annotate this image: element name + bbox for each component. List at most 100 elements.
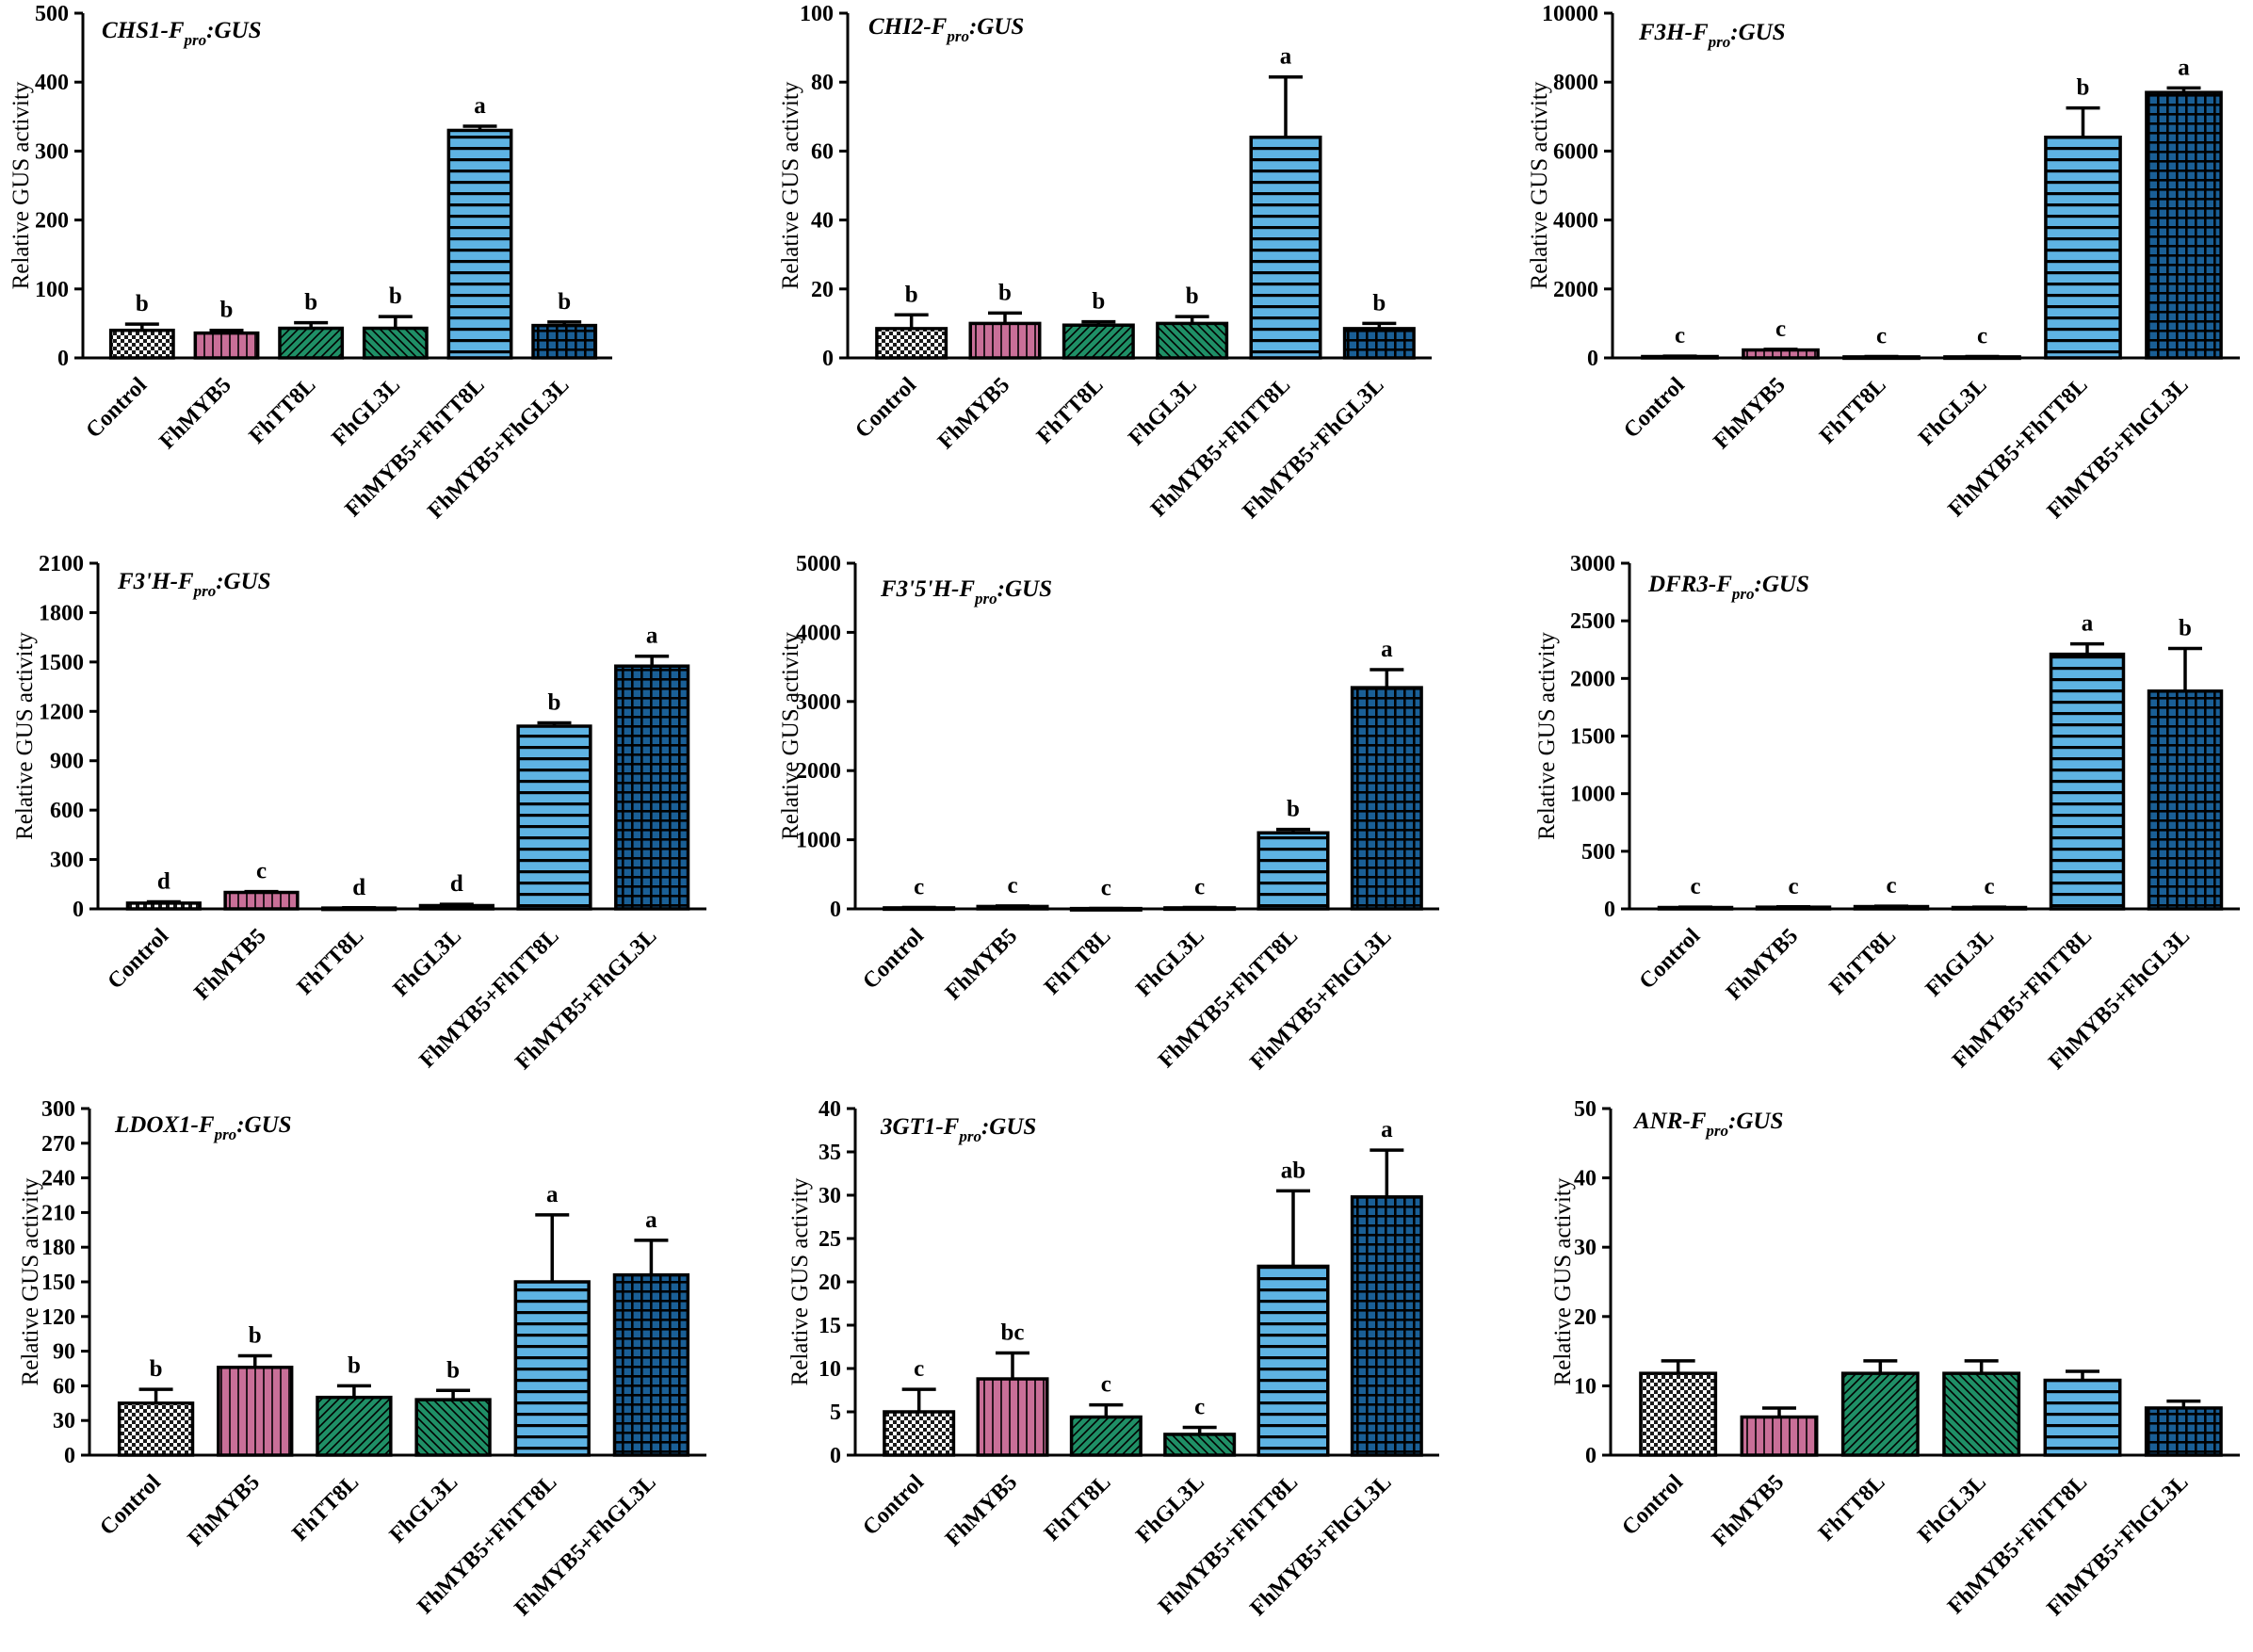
bar-fhtt8l [280, 329, 342, 358]
bar-control [120, 1403, 193, 1455]
y-tick-label: 40 [1574, 1167, 1597, 1191]
significance-letter: b [1186, 283, 1199, 309]
error-bar [535, 1215, 569, 1282]
bar-fhtt8l [1072, 1417, 1142, 1455]
error-bar [147, 901, 181, 902]
bar-fhmyb5 [978, 1379, 1047, 1455]
y-tick-label: 30 [53, 1409, 75, 1433]
chart-title: F3H-Fpro:GUS [1638, 20, 1786, 51]
significance-letter: c [1101, 875, 1111, 900]
y-tick-label: 300 [41, 1097, 75, 1122]
y-tick-label: 5 [830, 1401, 841, 1425]
bar-fhmyb5-fhgl3l [615, 1275, 689, 1455]
chart-title: 3GT1-Fpro:GUS [880, 1114, 1036, 1145]
error-bar [1370, 1150, 1403, 1197]
bar-fhmyb5-fhgl3l [1353, 1197, 1422, 1455]
x-tick-label: FhMYB5+FhTT8L [341, 373, 490, 522]
x-tick-label: FhMYB5 [154, 373, 235, 454]
y-tick-label: 300 [50, 849, 84, 873]
bar-fhmyb5 [225, 893, 298, 909]
y-tick-label: 1800 [39, 601, 84, 625]
y-tick-label: 600 [50, 799, 84, 823]
bar-fhmyb5 [219, 1368, 292, 1455]
y-tick-label: 30 [1574, 1236, 1597, 1260]
axis-lines [848, 13, 1432, 358]
x-tick-label: FhTT8L [1040, 1470, 1116, 1547]
significance-letter: ab [1281, 1158, 1305, 1183]
y-axis-label: Relative GUS activity [778, 81, 803, 289]
axis-lines [83, 13, 612, 358]
y-tick-label: 0 [57, 347, 69, 371]
significance-letter: a [1381, 1117, 1393, 1142]
error-bar [440, 904, 474, 905]
y-tick-label: 10 [819, 1357, 841, 1382]
bar-control [1641, 1373, 1715, 1455]
chart-title: F3'5'H-Fpro:GUS [880, 576, 1052, 607]
y-tick-label: 100 [800, 2, 834, 26]
y-tick-label: 500 [35, 2, 69, 26]
bar-fhtt8l [317, 1398, 391, 1455]
significance-letter: c [1675, 323, 1685, 348]
bar-fhmyb5-fhtt8l [2051, 655, 2124, 909]
significance-letter: b [150, 1356, 163, 1382]
x-tick-label: Control [81, 373, 152, 444]
y-tick-label: 80 [811, 71, 834, 95]
error-bar [1269, 77, 1303, 138]
x-tick-label: FhGL3L [1921, 924, 2000, 1002]
y-tick-label: 180 [41, 1236, 75, 1260]
significance-letter: b [2077, 75, 2090, 101]
x-tick-label: FhMYB5 [941, 1470, 1022, 1551]
bar-fhmyb5-fhgl3l [2147, 92, 2221, 358]
x-tick-label: FhGL3L [328, 373, 406, 451]
significance-letter: a [1381, 637, 1393, 662]
error-bar [238, 1356, 272, 1368]
bar-fhtt8l [1064, 325, 1134, 358]
y-tick-label: 210 [41, 1201, 75, 1225]
significance-letter: b [1372, 290, 1386, 316]
x-tick-label: Control [1619, 373, 1690, 444]
bar-fhgl3l [1158, 323, 1227, 358]
significance-letter: c [1788, 874, 1798, 899]
y-tick-label: 2500 [1570, 609, 1615, 634]
error-bar [245, 892, 279, 893]
significance-letter: c [914, 875, 924, 900]
error-bar [996, 1352, 1029, 1379]
y-tick-label: 20 [1574, 1305, 1597, 1330]
bar-control [127, 903, 200, 909]
x-tick-label: FhGL3L [1131, 924, 1209, 1002]
significance-letter: c [1886, 873, 1896, 899]
y-axis-label: Relative GUS activity [18, 1177, 43, 1385]
y-tick-label: 0 [73, 898, 84, 922]
y-axis-label: Relative GUS activity [1534, 632, 1560, 840]
y-tick-label: 120 [41, 1305, 75, 1330]
significance-letter: d [157, 868, 170, 894]
x-tick-label: FhGL3L [1131, 1470, 1209, 1548]
x-tick-label: Control [1617, 1470, 1688, 1541]
x-tick-label: FhGL3L [1913, 1470, 1991, 1548]
y-tick-label: 500 [1581, 840, 1615, 865]
x-tick-label: Control [858, 1470, 929, 1541]
error-bar [902, 1389, 936, 1412]
bar-fhgl3l [365, 329, 427, 358]
significance-letter: b [905, 282, 918, 307]
x-tick-label: FhTT8L [293, 924, 369, 1000]
y-tick-label: 2100 [39, 552, 84, 576]
error-bar [1965, 1361, 1999, 1373]
bar-fhgl3l [1165, 1434, 1235, 1455]
y-axis-label: Relative GUS activity [778, 632, 803, 840]
y-tick-label: 60 [53, 1374, 75, 1399]
x-tick-label: FhMYB5 [184, 1470, 265, 1551]
error-bar [1370, 670, 1403, 688]
y-tick-label: 10 [1574, 1374, 1597, 1399]
y-tick-label: 1000 [1570, 783, 1615, 807]
significance-letter: d [352, 875, 365, 900]
significance-letter: a [646, 624, 658, 649]
y-axis-label: Relative GUS activity [8, 81, 34, 289]
x-tick-label: Control [851, 373, 921, 444]
x-tick-label: FhGL3L [389, 924, 467, 1002]
significance-letter: c [1775, 316, 1786, 342]
